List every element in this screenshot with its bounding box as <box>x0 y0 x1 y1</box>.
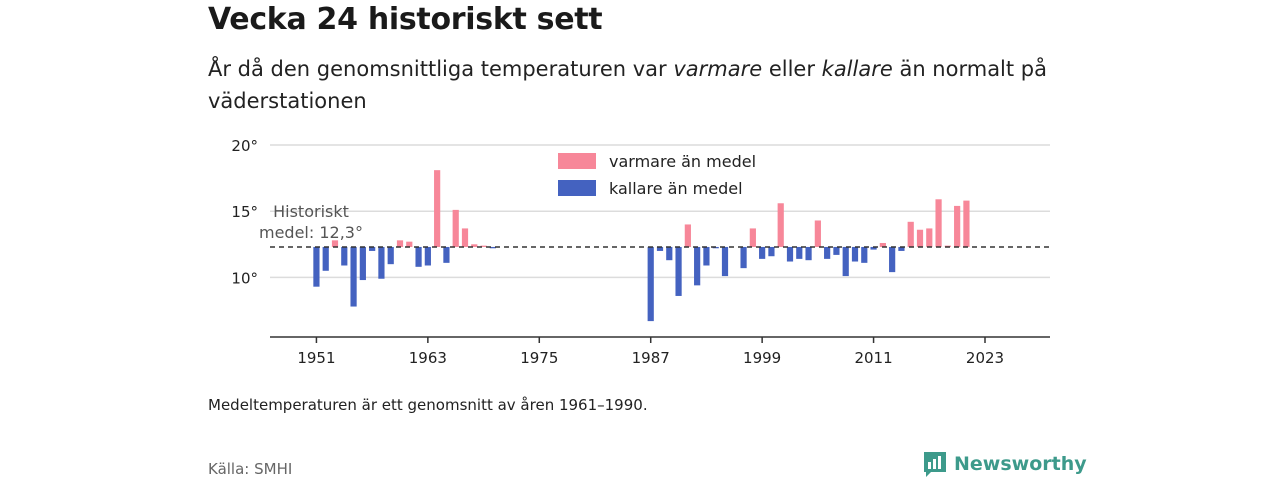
bar-2018 <box>935 199 942 247</box>
brand-name: Newsworthy <box>954 453 1087 475</box>
bar-1967 <box>461 228 469 247</box>
bar-1999 <box>759 246 766 259</box>
bars <box>313 170 970 322</box>
x-tick-label: 1963 <box>409 349 447 367</box>
legend-cold-swatch <box>558 180 596 196</box>
subtitle-warm-word: varmare <box>673 57 763 81</box>
footnote: Medeltemperaturen är ett genomsnitt av å… <box>208 396 648 414</box>
y-tick-label: 10° <box>231 269 258 287</box>
bar-2017 <box>926 228 933 247</box>
bar-2012 <box>879 242 886 247</box>
bar-1995 <box>721 246 729 277</box>
x-tick-label: 1975 <box>520 349 558 367</box>
x-tick-label: 1999 <box>743 349 781 367</box>
bar-1958 <box>378 246 385 279</box>
bar-1952 <box>322 246 329 271</box>
bar-2021 <box>963 200 970 247</box>
bar-1954 <box>341 246 348 266</box>
bar-1957 <box>369 246 376 251</box>
bar-2005 <box>814 220 821 247</box>
bar-2000 <box>768 246 775 257</box>
bar-1963 <box>424 246 431 266</box>
bar-1969 <box>480 245 487 247</box>
bar-2020 <box>954 205 961 247</box>
bar-1987 <box>647 246 654 322</box>
bar-1961 <box>406 241 413 247</box>
legend-cold-label: kallare än medel <box>609 179 743 198</box>
bar-1953 <box>331 240 339 247</box>
bar-1997 <box>740 246 747 269</box>
bar-2009 <box>851 246 859 262</box>
bar-1970 <box>489 246 496 249</box>
brand-logo[interactable]: Newsworthy <box>922 450 1087 478</box>
bar-2008 <box>842 246 849 277</box>
x-axis-ticks: 1951 1963 1975 1987 1999 2011 2023 <box>270 336 1050 367</box>
bar-2016 <box>916 229 924 247</box>
bar-2006 <box>824 246 831 259</box>
chart-title: Vecka 24 historiskt sett <box>208 2 603 37</box>
bar-1968 <box>471 244 478 247</box>
bar-1966 <box>452 209 459 247</box>
bar-1955 <box>350 246 357 307</box>
bar-2003 <box>796 246 803 259</box>
y-tick-label: 15° <box>231 203 258 221</box>
x-tick-label: 2011 <box>854 349 892 367</box>
y-tick-label: 20° <box>231 137 258 155</box>
subtitle-cold-word: kallare <box>821 57 893 81</box>
average-label-line-1: Historiskt <box>273 202 349 221</box>
bar-2014 <box>898 246 905 251</box>
legend-warm-label: varmare än medel <box>609 152 756 171</box>
bar-2002 <box>786 246 794 262</box>
bar-2011 <box>870 246 877 250</box>
bar-2004 <box>805 246 812 261</box>
bar-1964 <box>434 170 441 247</box>
bar-1951 <box>313 246 320 287</box>
bar-1962 <box>415 246 422 267</box>
x-tick-label: 1951 <box>297 349 335 367</box>
bar-1998 <box>749 228 756 247</box>
x-tick-label: 1987 <box>632 349 670 367</box>
bar-1988 <box>656 246 664 251</box>
bar-2007 <box>833 246 840 255</box>
bar-2010 <box>861 246 868 263</box>
legend-warm-swatch <box>558 153 596 169</box>
bar-1956 <box>359 246 366 281</box>
source-credit: Källa: SMHI <box>208 460 293 478</box>
bar-2013 <box>889 246 896 273</box>
bar-1993 <box>703 246 710 266</box>
average-label-line-2: medel: 12,3° <box>259 223 363 242</box>
bar-1965 <box>443 246 450 263</box>
bar-1991 <box>684 224 691 247</box>
bar-1989 <box>666 246 673 261</box>
bar-1990 <box>675 246 682 296</box>
x-tick-label: 2023 <box>966 349 1004 367</box>
bar-1960 <box>396 240 404 247</box>
gridlines <box>270 144 1050 279</box>
bar-2015 <box>907 221 914 247</box>
legend: varmare än medel kallare än medel <box>558 152 756 198</box>
bar-1959 <box>387 246 394 265</box>
bar-2001 <box>777 203 784 247</box>
chart-subtitle: År då den genomsnittliga temperaturen va… <box>208 57 1047 113</box>
y-axis-ticks: 10° 15° 20° <box>231 137 258 287</box>
newsworthy-logo-icon <box>924 452 946 477</box>
bar-1992 <box>694 246 701 286</box>
